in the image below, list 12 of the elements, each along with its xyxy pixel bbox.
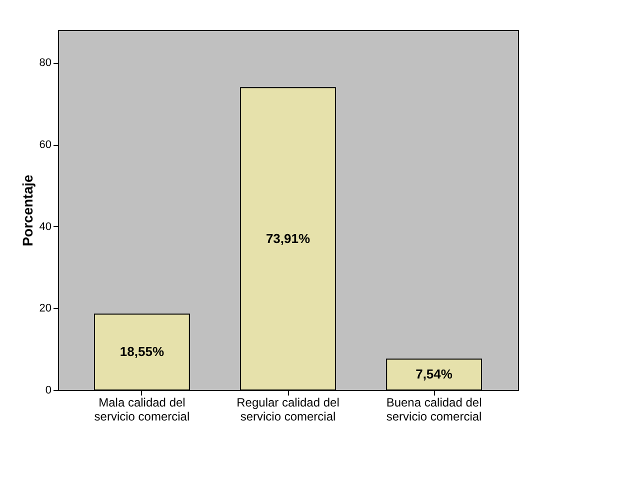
x-tick-label: Regular calidad del servicio comercial xyxy=(236,396,340,424)
y-tick-label: 40 xyxy=(39,220,52,233)
y-tick-label: 60 xyxy=(39,139,52,152)
y-axis-title: Porcentaje xyxy=(19,174,36,246)
y-tick-label: 20 xyxy=(39,302,52,315)
data-label: 18,55% xyxy=(120,344,164,360)
data-label: 7,54% xyxy=(416,366,453,382)
y-tick-label: 80 xyxy=(39,57,52,70)
x-tick-label: Mala calidad del servicio comercial xyxy=(94,396,190,424)
x-tick-label: Buena calidad del servicio comercial xyxy=(386,396,482,424)
data-label: 73,91% xyxy=(266,230,310,246)
y-tick-label: 0 xyxy=(45,384,52,396)
